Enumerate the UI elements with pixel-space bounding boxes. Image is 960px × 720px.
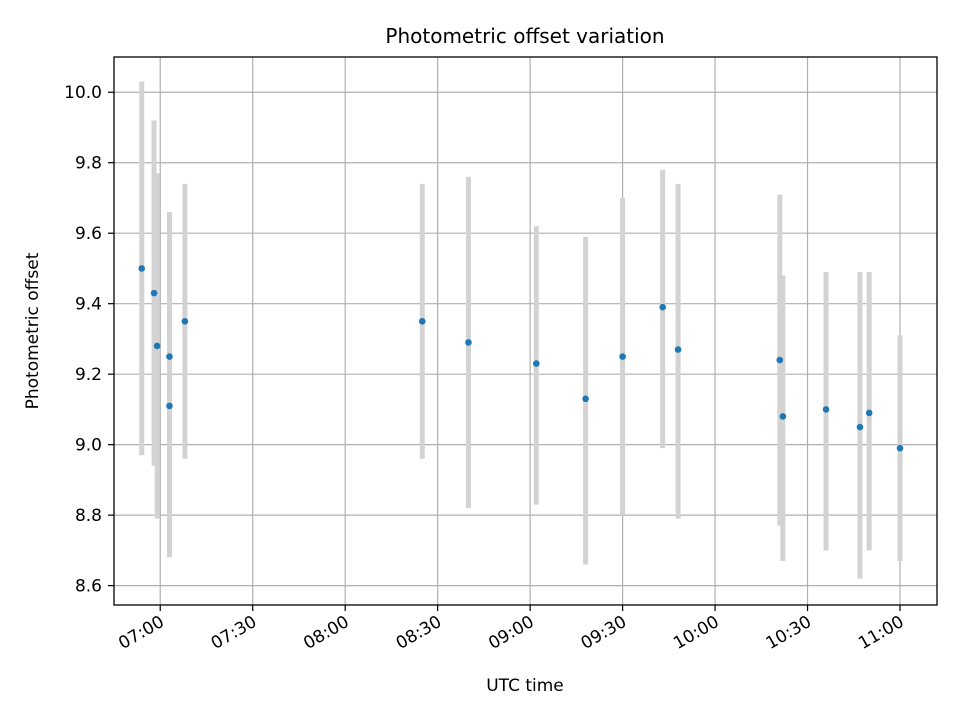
data-point [822, 406, 830, 413]
data-point [582, 395, 589, 403]
data-point [619, 353, 626, 360]
x-tick-label: 08:00 [300, 612, 352, 654]
y-axis-ticks: 8.6 8.8 9.0 9.2 9.4 9.6 9.8 10.0 [64, 83, 114, 597]
y-tick-label: 8.8 [75, 506, 102, 526]
x-tick-label: 08:30 [393, 612, 445, 654]
x-tick-label: 07:00 [115, 612, 167, 654]
data-point [166, 353, 173, 360]
y-tick-label: 8.6 [75, 577, 102, 597]
y-tick-label: 9.2 [75, 365, 102, 385]
data-point [181, 318, 189, 325]
y-tick-label: 9.0 [75, 436, 102, 456]
x-tick-label: 11:00 [855, 612, 907, 654]
y-tick-label: 9.4 [75, 295, 102, 315]
data-point [150, 289, 158, 297]
chart-title: Photometric offset variation [385, 24, 664, 48]
y-tick-label: 9.6 [75, 224, 102, 244]
data-point [674, 346, 682, 353]
y-tick-label: 10.0 [64, 83, 102, 103]
x-tick-label: 10:00 [670, 612, 722, 654]
x-tick-label: 07:30 [208, 612, 260, 654]
data-point [865, 409, 873, 417]
data-point [896, 444, 904, 452]
data-point [465, 339, 472, 346]
y-tick-label: 9.8 [75, 154, 102, 174]
data-point [138, 265, 146, 272]
x-axis-ticks: 07:00 07:30 08:00 08:30 09:00 09:30 10:00 10:30… [115, 605, 908, 654]
data-point [659, 303, 666, 311]
data-point [779, 413, 787, 420]
x-tick-label: 09:30 [578, 612, 630, 654]
grid [114, 57, 937, 605]
data-point [856, 423, 864, 431]
data-point [776, 356, 784, 364]
data-points [138, 265, 904, 452]
plot-frame [113, 56, 938, 606]
x-axis-label: UTC time [486, 676, 564, 696]
errorbars [139, 81, 903, 579]
x-tick-label: 09:00 [485, 612, 537, 654]
data-point [166, 402, 173, 410]
data-point [532, 360, 540, 367]
data-point [153, 342, 161, 350]
x-tick-label: 10:30 [763, 612, 815, 654]
y-axis-label: Photometric offset [23, 252, 43, 409]
data-point [418, 318, 426, 325]
